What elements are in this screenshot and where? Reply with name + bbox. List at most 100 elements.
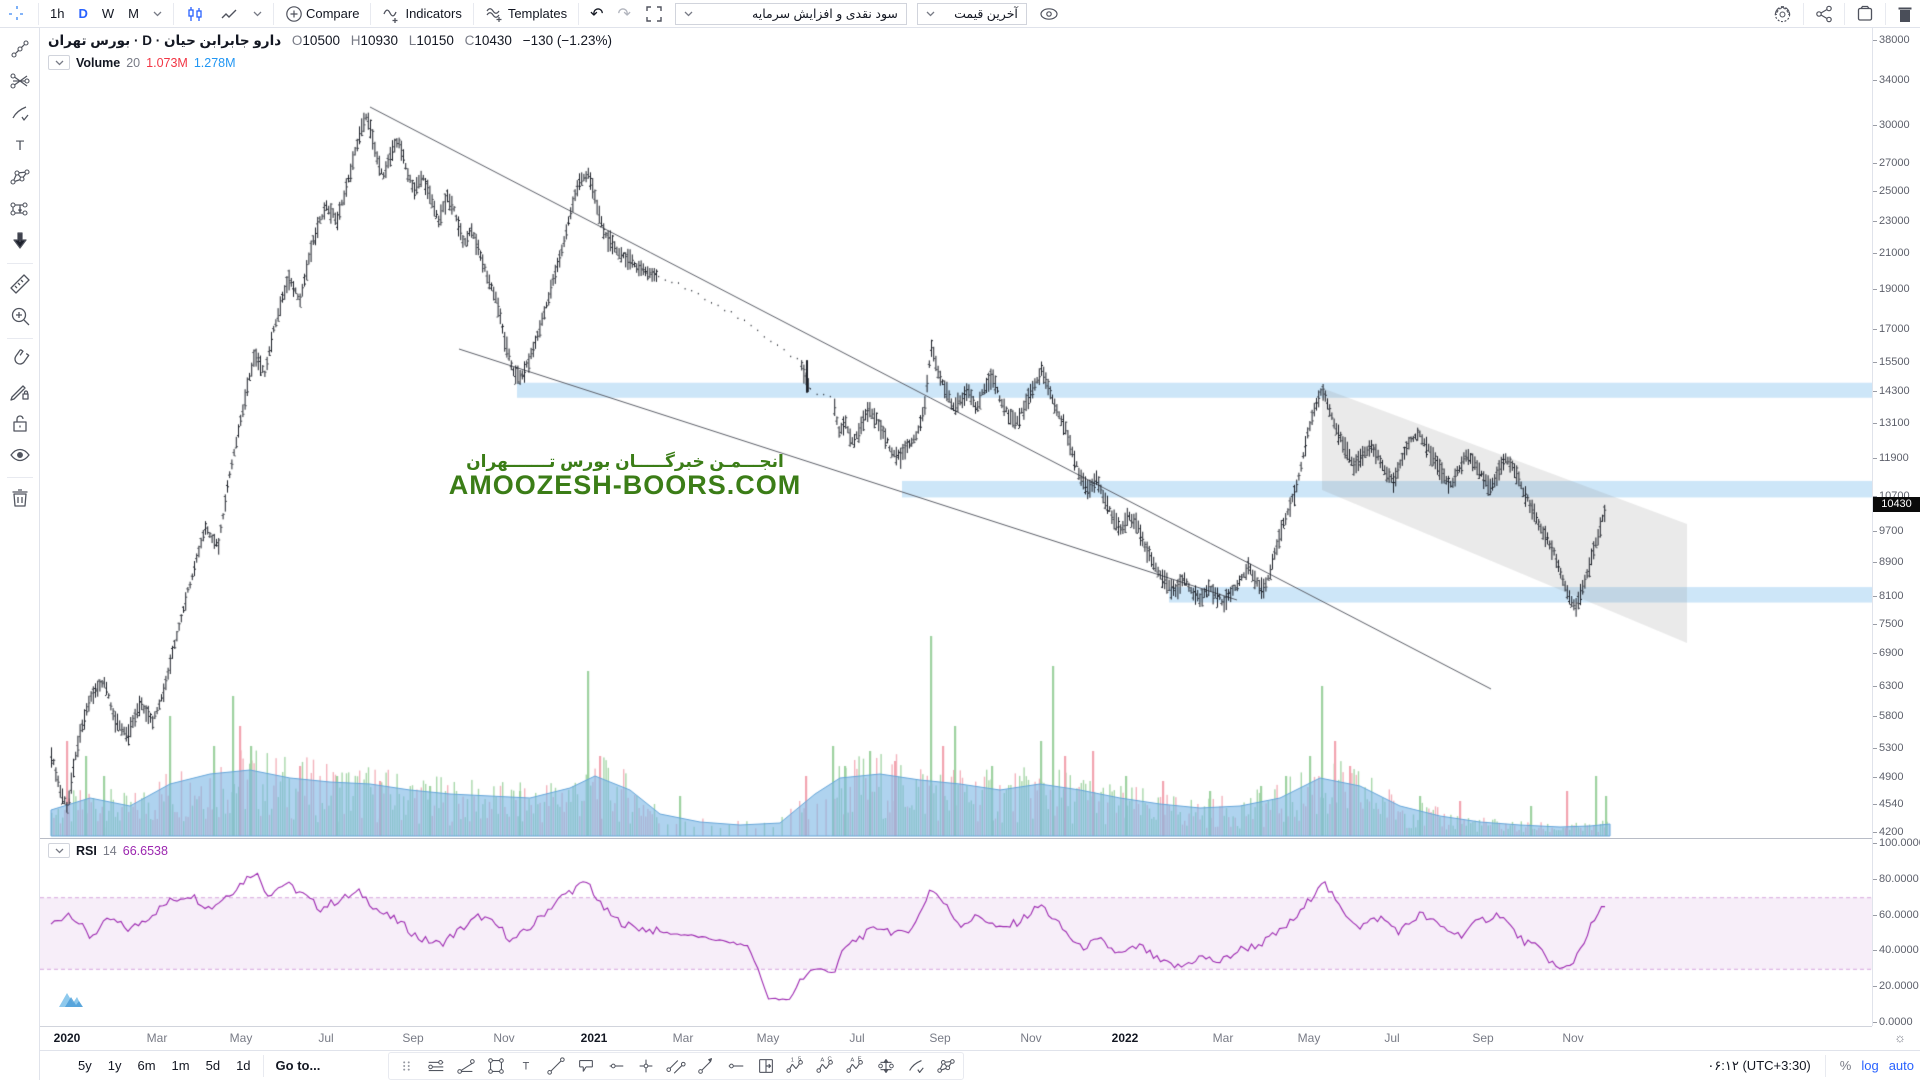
eye-icon: [1040, 7, 1058, 20]
candlestick-icon: [188, 6, 202, 21]
snapshot-button[interactable]: [1849, 1, 1881, 27]
text-tool[interactable]: T: [5, 130, 35, 160]
horizontal-line-tool[interactable]: [723, 1054, 749, 1078]
pitchfork-tool[interactable]: [5, 66, 35, 96]
adjustment-dropdown[interactable]: سود نقدی و افزایش سرمایه: [674, 2, 907, 25]
lock-drawings-button[interactable]: [5, 408, 35, 438]
chart-style-menu-button[interactable]: [246, 1, 269, 27]
last-price-badge: 10430: [1873, 496, 1920, 512]
zoom-in-tool[interactable]: [5, 301, 35, 331]
theme-sun-icon[interactable]: ☼: [1894, 1030, 1906, 1045]
timeframe-1h[interactable]: 1h: [50, 6, 65, 21]
svg-text:C: C: [828, 1056, 833, 1062]
horizontal-ray-tool[interactable]: [603, 1054, 629, 1078]
chart-style-line-button[interactable]: [212, 1, 246, 27]
range-1y-button[interactable]: 1y: [107, 1058, 122, 1073]
compare-button[interactable]: Compare: [278, 1, 366, 27]
open-value: 10500: [302, 33, 340, 48]
time-label-month: Mar: [672, 1031, 694, 1045]
measure-tool[interactable]: [5, 269, 35, 299]
horizontal-lines-tool[interactable]: [423, 1054, 449, 1078]
clock-timezone[interactable]: ۰۶:۱۲ (UTC+3:30): [1707, 1057, 1811, 1073]
range-1d-button[interactable]: 1d: [236, 1058, 251, 1073]
main-chart-canvas[interactable]: [40, 28, 1872, 838]
timeframe-1d[interactable]: D: [78, 6, 88, 21]
share-icon: [1816, 5, 1832, 23]
log-scale-button[interactable]: log: [1861, 1058, 1879, 1073]
rectangle-tool[interactable]: [483, 1054, 509, 1078]
stay-drawing-mode-button[interactable]: [5, 376, 35, 406]
timeframe-1w[interactable]: W: [101, 6, 115, 21]
rsi-tick: 40.0000: [1873, 944, 1919, 957]
volume-legend[interactable]: Volume 20 1.073M 1.278M: [48, 55, 236, 70]
range-5y-button[interactable]: 5y: [78, 1058, 92, 1073]
fullscreen-button[interactable]: [638, 1, 670, 27]
time-label-month: Sep: [402, 1031, 424, 1045]
range-6m-button[interactable]: 6m: [137, 1058, 156, 1073]
rsi-pane-canvas[interactable]: [40, 838, 1872, 1027]
trend-line-fav-tool[interactable]: [543, 1054, 569, 1078]
price-tick: 13100: [1873, 416, 1910, 429]
rsi-value: 66.6538: [122, 843, 168, 858]
parallel-channel-tool[interactable]: [663, 1054, 689, 1078]
volume-legend-menu[interactable]: [48, 55, 70, 70]
price-tick: 4200: [1872, 826, 1904, 838]
projection-tool[interactable]: [5, 194, 35, 224]
chart-style-bars-button[interactable]: [178, 1, 212, 27]
hide-drawings-button[interactable]: [5, 440, 35, 470]
favorites-drag-handle[interactable]: [393, 1054, 419, 1078]
auto-scale-button[interactable]: auto: [1888, 1058, 1914, 1073]
indicators-button[interactable]: Indicators: [375, 1, 468, 27]
redo-button[interactable]: ↷: [617, 5, 631, 23]
last-price-dropdown[interactable]: آخرین قیمت: [916, 2, 1027, 25]
trend-angle-tool[interactable]: [453, 1054, 479, 1078]
callout-tool[interactable]: [573, 1054, 599, 1078]
share-button[interactable]: [1808, 1, 1840, 27]
trend-line-tool[interactable]: [5, 34, 35, 64]
price-tick: 23000: [1873, 214, 1910, 227]
arrow-tool[interactable]: [693, 1054, 719, 1078]
price-tick: 8900: [1872, 555, 1904, 568]
text-note-tool[interactable]: T: [513, 1054, 539, 1078]
price-tick: 4540: [1872, 798, 1904, 810]
rsi-legend-menu[interactable]: [48, 843, 70, 858]
brush-fav-tool[interactable]: [903, 1054, 929, 1078]
cypher-pattern-tool[interactable]: [933, 1054, 959, 1078]
chevron-down-icon: [153, 11, 162, 16]
magnet-mode-button[interactable]: [5, 344, 35, 374]
visibility-button[interactable]: [1032, 1, 1066, 27]
xabcd-pattern-tool[interactable]: [5, 162, 35, 192]
settings-button[interactable]: [1766, 1, 1799, 27]
close-value: 10430: [474, 33, 512, 48]
templates-button[interactable]: Templates: [478, 1, 574, 27]
symbol-legend[interactable]: دارو جابرابن حیان · D · بورس تهران O1050…: [48, 33, 612, 49]
svg-text:1: 1: [791, 1057, 794, 1063]
undo-button[interactable]: ↶: [590, 5, 604, 23]
cross-line-tool[interactable]: [633, 1054, 659, 1078]
price-axis[interactable]: 38000 34000 30000 27000 25000 23000 21000 19000…: [1872, 28, 1920, 1028]
svg-text:A: A: [851, 1057, 855, 1063]
timeframe-1m[interactable]: M: [128, 6, 139, 21]
arrow-marker-tool[interactable]: [5, 226, 35, 256]
goto-date-button[interactable]: Go to...: [275, 1058, 321, 1073]
pane-logo-icon: [58, 988, 84, 1013]
brush-tool[interactable]: [5, 98, 35, 128]
delete-button[interactable]: [1890, 1, 1920, 27]
rsi-legend[interactable]: RSI 14 66.6538: [48, 843, 168, 858]
forecast-tool[interactable]: [753, 1054, 779, 1078]
range-1m-button[interactable]: 1m: [171, 1058, 190, 1073]
range-5d-button[interactable]: 5d: [205, 1058, 221, 1073]
price-range-tool[interactable]: [873, 1054, 899, 1078]
time-axis[interactable]: 2020 Mar May Jul Sep Nov 2021 Mar May Jul Sep Nov 20…: [40, 1026, 1872, 1050]
crosshair-cursor-tool[interactable]: [0, 1, 34, 27]
price-tick: 7500: [1872, 617, 1904, 630]
price-tick: 38000: [1873, 34, 1910, 46]
percent-scale-button[interactable]: %: [1839, 1058, 1852, 1073]
volume-length: 20: [126, 55, 141, 70]
remove-drawings-button[interactable]: [5, 483, 35, 513]
timeframe-menu-button[interactable]: [146, 1, 169, 27]
